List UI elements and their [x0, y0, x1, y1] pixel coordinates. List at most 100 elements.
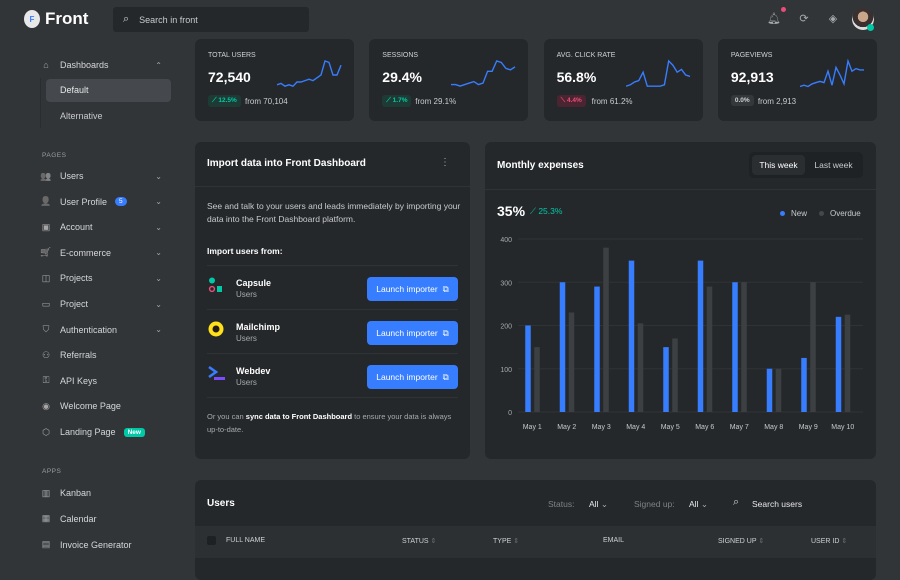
- sidebar-item-projects[interactable]: ◫ Projects ⌄: [41, 272, 162, 284]
- column-header-email[interactable]: EMAIL: [603, 537, 625, 544]
- section-pages: PAGES: [42, 152, 67, 159]
- sidebar-item-users[interactable]: 👥 Users ⌄: [40, 170, 162, 182]
- chevron-up-icon: ⌃: [155, 60, 162, 70]
- stat-card-0[interactable]: TOTAL USERS 72,540 ⟋ 12.5% from 70,104: [195, 39, 354, 121]
- column-header-status[interactable]: STATUS ⇕: [402, 538, 437, 545]
- stat-label: PAGEVIEWS: [730, 52, 773, 59]
- sort-icon: ⇕: [841, 538, 848, 545]
- signed-up-filter-dropdown[interactable]: All ⌄: [689, 499, 708, 509]
- status-filter-dropdown[interactable]: All ⌄: [589, 499, 608, 509]
- sidebar-item-welcome-page[interactable]: ◉ Welcome Page: [40, 395, 180, 417]
- sparkline: [451, 60, 516, 87]
- search-icon: ⌕: [733, 496, 740, 508]
- y-tick-label: 100: [500, 367, 512, 374]
- tab-this-week[interactable]: This week: [752, 155, 805, 175]
- chart-legend: New Overdue: [780, 209, 861, 218]
- search-bar[interactable]: ⌕ Search in front: [113, 7, 309, 32]
- bar-new: [801, 357, 807, 412]
- stat-value: 92,913: [730, 69, 774, 85]
- users-title: Users: [207, 498, 235, 509]
- sidebar-item-landing-page[interactable]: ⬡ Landing Page New: [40, 421, 180, 443]
- sidebar-item-invoice-generator[interactable]: ▤ Invoice Generator: [41, 539, 132, 550]
- chevron-down-icon: ⌄: [155, 171, 162, 181]
- stat-change-badge: ⟋ 12.5%: [208, 95, 241, 107]
- stat-from: from 2,913: [757, 97, 797, 106]
- x-tick-label: May 6: [695, 424, 714, 431]
- bar-overdue: [672, 338, 678, 412]
- search-input[interactable]: Search in front: [139, 14, 198, 25]
- sidebar-item-account[interactable]: ▣ Account ⌄: [41, 221, 162, 233]
- page-icon: ▣: [41, 221, 51, 232]
- app-icon[interactable]: ⟳: [799, 13, 809, 25]
- x-tick-label: May 4: [626, 424, 645, 431]
- x-tick-label: May 1: [523, 424, 542, 431]
- sync-note: Or you can sync data to Front Dashboard …: [207, 412, 452, 434]
- sidebar-item-default[interactable]: Default: [46, 79, 171, 102]
- trend-up-icon: ⟋: [530, 206, 536, 216]
- page-icon: 👥: [40, 170, 52, 181]
- more-options-icon[interactable]: ⋮: [440, 157, 450, 168]
- x-tick-label: May 2: [557, 424, 576, 431]
- chevron-down-icon: ⌄: [155, 299, 162, 309]
- bar-new: [628, 260, 635, 412]
- capsule-logo-icon: [208, 277, 222, 295]
- sidebar-item-authentication[interactable]: ⛉ Authentication ⌄: [40, 319, 180, 341]
- stat-value: 72,540: [208, 69, 251, 85]
- sidebar-item-project[interactable]: ▭ Project ⌄: [41, 298, 162, 310]
- stat-from: from 70,104: [245, 97, 288, 106]
- column-header-type[interactable]: TYPE ⇕: [493, 538, 520, 545]
- sidebar-item-alternative[interactable]: Alternative: [60, 111, 103, 121]
- external-link-icon: ⧉: [442, 371, 449, 382]
- week-toggle: This week Last week: [749, 152, 863, 178]
- sparkline: [625, 59, 690, 87]
- y-tick-label: 200: [500, 324, 512, 331]
- tab-last-week[interactable]: Last week: [814, 160, 853, 170]
- chevron-down-icon: ⌄: [155, 325, 162, 335]
- sync-link[interactable]: sync data to Front Dashboard: [245, 412, 353, 421]
- column-header-signed-up[interactable]: SIGNED UP ⇕: [718, 538, 765, 545]
- bar-overdue: [534, 347, 540, 412]
- bar-overdue: [810, 282, 816, 412]
- column-header-full-name[interactable]: FULL NAME: [226, 537, 266, 544]
- sidebar-item-user-profile[interactable]: 👤 User Profile 5 ⌄: [40, 196, 162, 207]
- bell-icon[interactable]: 🔔︎: [767, 13, 781, 25]
- app-icon: ▤: [41, 539, 51, 550]
- diamond-icon[interactable]: ◈: [828, 13, 838, 25]
- sidebar-item-referrals[interactable]: ⚇ Referrals: [41, 349, 97, 361]
- sidebar-item-dashboards[interactable]: ⌂ Dashboards ⌃: [40, 54, 180, 76]
- chevron-down-icon: ⌄: [155, 222, 162, 232]
- chevron-down-icon: ⌄: [155, 273, 162, 283]
- import-title: Import data into Front Dashboard: [207, 158, 366, 169]
- stat-card-1[interactable]: SESSIONS 29.4% ⟋ 1.7% from 29.1%: [369, 39, 529, 121]
- bar-overdue: [844, 314, 851, 412]
- sidebar-item-kanban[interactable]: ▥ Kanban: [41, 487, 92, 499]
- bar-overdue: [775, 368, 782, 412]
- search-users-input[interactable]: Search users: [752, 499, 803, 509]
- stat-card-3[interactable]: PAGEVIEWS 92,913 0.0% from 2,913: [717, 39, 877, 121]
- external-link-icon: ⧉: [442, 283, 449, 294]
- status-filter-label: Status:: [548, 499, 575, 509]
- sparkline: [799, 59, 864, 88]
- count-badge: 5: [115, 197, 127, 207]
- stat-card-2[interactable]: AVG. CLICK RATE 56.8% ⟍ 4.4% from 61.2%: [543, 39, 703, 121]
- launch-importer-button[interactable]: Launch importer ⧉: [367, 365, 458, 389]
- app-icon: ▥: [41, 487, 51, 498]
- stat-label: AVG. CLICK RATE: [556, 52, 616, 59]
- sidebar-item-calendar[interactable]: ▦ Calendar: [41, 513, 97, 524]
- stat-change-badge: 0.0%: [730, 95, 754, 106]
- bar-new: [835, 316, 842, 412]
- sort-icon: ⇕: [430, 538, 437, 545]
- stat-from: from 61.2%: [591, 97, 633, 106]
- column-header-user-id[interactable]: USER ID ⇕: [811, 538, 848, 545]
- brand-logo[interactable]: F Front: [24, 9, 88, 29]
- page-icon: ◉: [42, 400, 50, 411]
- select-all-checkbox[interactable]: [207, 536, 216, 545]
- x-tick-label: May 8: [764, 424, 783, 431]
- stat-from: from 29.1%: [415, 97, 457, 106]
- sort-icon: ⇕: [513, 538, 520, 545]
- webdev-logo-icon: [208, 365, 226, 383]
- sidebar-item-api-keys[interactable]: ⚿ API Keys: [40, 370, 180, 392]
- launch-importer-button[interactable]: Launch importer ⧉: [367, 277, 458, 301]
- launch-importer-button[interactable]: Launch importer ⧉: [367, 321, 458, 345]
- sidebar-item-e-commerce[interactable]: 🛒 E-commerce ⌄: [40, 247, 162, 258]
